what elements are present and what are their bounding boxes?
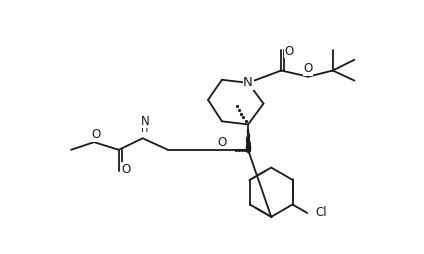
Text: Cl: Cl [315,207,326,219]
Text: O: O [122,163,131,176]
Text: O: O [284,45,293,58]
Text: H: H [141,124,148,134]
Text: O: O [304,62,313,75]
Text: N: N [243,76,253,89]
Text: N: N [140,115,149,128]
Text: O: O [217,136,226,149]
Text: O: O [92,128,101,141]
